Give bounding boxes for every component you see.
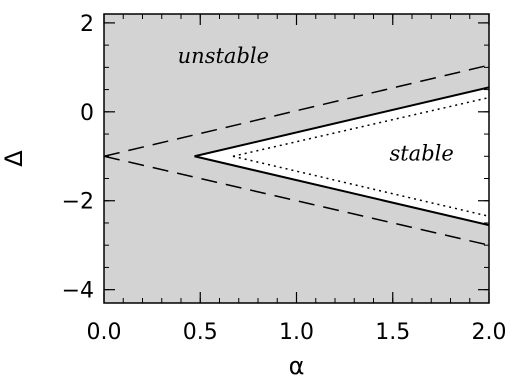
x-tick-label: 1.5 bbox=[375, 320, 410, 345]
annotation-stable: stable bbox=[389, 142, 453, 166]
series-solid-line-1 bbox=[194, 155, 489, 227]
y-tick-label: −2 bbox=[62, 190, 94, 215]
series-solid-line-0 bbox=[194, 86, 489, 158]
x-tick-label: 2.0 bbox=[472, 320, 507, 345]
y-tick-label: 0 bbox=[80, 101, 94, 126]
y-axis-label: Δ bbox=[0, 150, 28, 167]
series-dashed-line-1 bbox=[104, 155, 489, 246]
series-dotted-line-0 bbox=[232, 96, 489, 158]
stable-region bbox=[194, 87, 489, 226]
x-tick-label: 0.0 bbox=[87, 320, 122, 345]
x-tick-label: 1.0 bbox=[279, 320, 314, 345]
series-dashed-line-0 bbox=[104, 64, 489, 158]
series-dotted-line-1 bbox=[232, 155, 489, 218]
y-tick-label: −4 bbox=[62, 279, 94, 304]
y-tick-label: 2 bbox=[80, 12, 94, 37]
x-tick-label: 0.5 bbox=[183, 320, 218, 345]
annotation-unstable: unstable bbox=[178, 44, 269, 68]
x-axis-label: α bbox=[289, 352, 305, 380]
